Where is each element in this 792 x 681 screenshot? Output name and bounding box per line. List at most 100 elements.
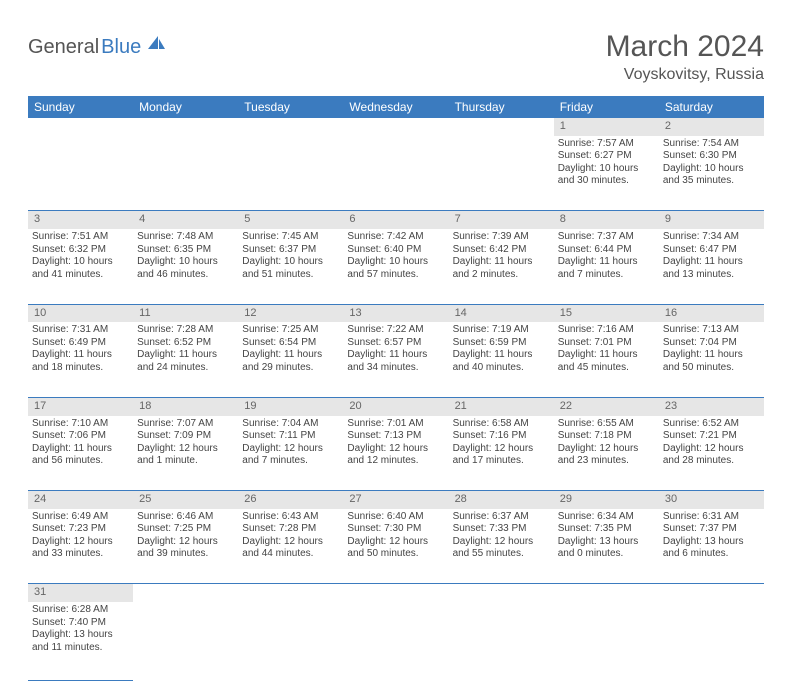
day-number: 24 bbox=[28, 491, 133, 509]
location: Voyskovitsy, Russia bbox=[606, 66, 764, 84]
day-cell: Sunrise: 7:22 AMSunset: 6:57 PMDaylight:… bbox=[343, 322, 448, 397]
daylight-line: Daylight: 11 hours and 45 minutes. bbox=[558, 349, 655, 374]
column-header: Thursday bbox=[449, 96, 554, 118]
sunrise-line: Sunrise: 6:37 AM bbox=[453, 511, 550, 524]
day-number: 27 bbox=[343, 491, 448, 509]
logo: General Blue bbox=[28, 36, 167, 59]
day-cell: Sunrise: 7:48 AMSunset: 6:35 PMDaylight:… bbox=[133, 229, 238, 304]
sunset-line: Sunset: 7:35 PM bbox=[558, 523, 655, 536]
day-cell bbox=[449, 602, 554, 680]
day-cell bbox=[133, 136, 238, 211]
day-cell: Sunrise: 7:39 AMSunset: 6:42 PMDaylight:… bbox=[449, 229, 554, 304]
daylight-line: Daylight: 12 hours and 28 minutes. bbox=[663, 443, 760, 468]
title-block: March 2024 Voyskovitsy, Russia bbox=[606, 30, 764, 84]
sunset-line: Sunset: 7:25 PM bbox=[137, 523, 234, 536]
detail-row: Sunrise: 7:57 AMSunset: 6:27 PMDaylight:… bbox=[28, 136, 764, 211]
day-cell: Sunrise: 7:04 AMSunset: 7:11 PMDaylight:… bbox=[238, 416, 343, 491]
daylight-line: Daylight: 12 hours and 39 minutes. bbox=[137, 536, 234, 561]
sunset-line: Sunset: 6:37 PM bbox=[242, 244, 339, 257]
sunset-line: Sunset: 7:01 PM bbox=[558, 337, 655, 350]
detail-row: Sunrise: 7:31 AMSunset: 6:49 PM Daylight:… bbox=[28, 322, 764, 397]
sunset-line: Sunset: 7:16 PM bbox=[453, 430, 550, 443]
day-number: 13 bbox=[343, 304, 448, 322]
day-number bbox=[449, 584, 554, 602]
day-number: 29 bbox=[554, 491, 659, 509]
sunset-line: Sunset: 6:30 PM bbox=[663, 150, 760, 163]
daylight-line: Daylight: 12 hours and 50 minutes. bbox=[347, 536, 444, 561]
day-cell bbox=[343, 602, 448, 680]
daylight-line: Daylight: 10 hours and 51 minutes. bbox=[242, 256, 339, 281]
day-cell: Sunrise: 7:51 AMSunset: 6:32 PMDaylight:… bbox=[28, 229, 133, 304]
day-number: 5 bbox=[238, 211, 343, 229]
sunrise-line: Sunrise: 6:28 AM bbox=[32, 604, 129, 617]
calendar-header-row: SundayMondayTuesdayWednesdayThursdayFrid… bbox=[28, 96, 764, 118]
sunset-line: Sunset: 7:40 PM bbox=[32, 617, 129, 630]
daylight-line: Daylight: 11 hours and 2 minutes. bbox=[453, 256, 550, 281]
day-cell: Sunrise: 7:13 AMSunset: 7:04 PMDaylight:… bbox=[659, 322, 764, 397]
sunrise-line: Sunrise: 6:49 AM bbox=[32, 511, 129, 524]
detail-row: Sunrise: 6:28 AMSunset: 7:40 PMDaylight:… bbox=[28, 602, 764, 680]
sunrise-line: Sunrise: 7:04 AM bbox=[242, 418, 339, 431]
column-header: Friday bbox=[554, 96, 659, 118]
sunrise-line: Sunrise: 7:28 AM bbox=[137, 324, 234, 337]
day-cell bbox=[28, 136, 133, 211]
day-cell: Sunrise: 7:10 AMSunset: 7:06 PMDaylight:… bbox=[28, 416, 133, 491]
sunset-line: Sunset: 6:54 PM bbox=[242, 337, 339, 350]
sunset-line: Sunset: 7:18 PM bbox=[558, 430, 655, 443]
day-number: 18 bbox=[133, 397, 238, 415]
sunrise-line: Sunrise: 7:22 AM bbox=[347, 324, 444, 337]
daylight-line: Daylight: 12 hours and 1 minute. bbox=[137, 443, 234, 468]
daylight-line: Daylight: 11 hours and 13 minutes. bbox=[663, 256, 760, 281]
sunrise-line: Sunrise: 6:46 AM bbox=[137, 511, 234, 524]
day-number: 14 bbox=[449, 304, 554, 322]
day-number bbox=[133, 584, 238, 602]
daylight-line: Daylight: 10 hours and 35 minutes. bbox=[663, 163, 760, 188]
day-cell: Sunrise: 7:07 AMSunset: 7:09 PMDaylight:… bbox=[133, 416, 238, 491]
detail-row: Sunrise: 7:10 AMSunset: 7:06 PMDaylight:… bbox=[28, 416, 764, 491]
day-number: 9 bbox=[659, 211, 764, 229]
detail-row: Sunrise: 6:49 AMSunset: 7:23 PMDaylight:… bbox=[28, 509, 764, 584]
sunset-line: Sunset: 7:30 PM bbox=[347, 523, 444, 536]
day-cell bbox=[659, 602, 764, 680]
detail-row: Sunrise: 7:51 AMSunset: 6:32 PMDaylight:… bbox=[28, 229, 764, 304]
day-cell bbox=[238, 602, 343, 680]
sunrise-line: Sunrise: 7:19 AM bbox=[453, 324, 550, 337]
day-cell: Sunrise: 6:28 AMSunset: 7:40 PMDaylight:… bbox=[28, 602, 133, 680]
daylight-line: Daylight: 10 hours and 30 minutes. bbox=[558, 163, 655, 188]
sunset-line: Sunset: 6:57 PM bbox=[347, 337, 444, 350]
daylight-line: Daylight: 10 hours and 41 minutes. bbox=[32, 256, 129, 281]
daylight-line: Daylight: 12 hours and 33 minutes. bbox=[32, 536, 129, 561]
sunset-line: Sunset: 7:23 PM bbox=[32, 523, 129, 536]
day-cell: Sunrise: 6:52 AMSunset: 7:21 PMDaylight:… bbox=[659, 416, 764, 491]
daylight-line: Daylight: 11 hours and 24 minutes. bbox=[137, 349, 234, 374]
sunrise-line: Sunrise: 7:34 AM bbox=[663, 231, 760, 244]
day-number: 25 bbox=[133, 491, 238, 509]
calendar-table: SundayMondayTuesdayWednesdayThursdayFrid… bbox=[28, 96, 764, 681]
sunrise-line: Sunrise: 7:16 AM bbox=[558, 324, 655, 337]
day-cell: Sunrise: 7:16 AMSunset: 7:01 PMDaylight:… bbox=[554, 322, 659, 397]
day-cell: Sunrise: 6:43 AMSunset: 7:28 PMDaylight:… bbox=[238, 509, 343, 584]
sunset-line: Sunset: 6:42 PM bbox=[453, 244, 550, 257]
day-cell: Sunrise: 7:25 AMSunset: 6:54 PMDaylight:… bbox=[238, 322, 343, 397]
day-cell: Sunrise: 7:42 AMSunset: 6:40 PMDaylight:… bbox=[343, 229, 448, 304]
day-number: 7 bbox=[449, 211, 554, 229]
day-number: 15 bbox=[554, 304, 659, 322]
sunset-line: Sunset: 6:40 PM bbox=[347, 244, 444, 257]
day-number: 23 bbox=[659, 397, 764, 415]
day-number bbox=[449, 118, 554, 136]
day-cell bbox=[449, 136, 554, 211]
sunset-line: Sunset: 7:13 PM bbox=[347, 430, 444, 443]
daynum-row: 24252627282930 bbox=[28, 491, 764, 509]
daynum-row: 12 bbox=[28, 118, 764, 136]
daylight-line: Daylight: 11 hours and 34 minutes. bbox=[347, 349, 444, 374]
sunset-line: Sunset: 6:27 PM bbox=[558, 150, 655, 163]
day-cell bbox=[554, 602, 659, 680]
logo-text-blue: Blue bbox=[101, 36, 141, 59]
sunrise-line: Sunrise: 6:31 AM bbox=[663, 511, 760, 524]
sunrise-line: Sunrise: 6:43 AM bbox=[242, 511, 339, 524]
sunrise-line: Sunrise: 6:55 AM bbox=[558, 418, 655, 431]
daylight-line: Daylight: 12 hours and 12 minutes. bbox=[347, 443, 444, 468]
sunset-line: Sunset: 6:44 PM bbox=[558, 244, 655, 257]
sunset-line: Sunset: 6:49 PM bbox=[32, 337, 129, 350]
sunrise-line: Sunrise: 7:31 AM bbox=[32, 324, 129, 337]
